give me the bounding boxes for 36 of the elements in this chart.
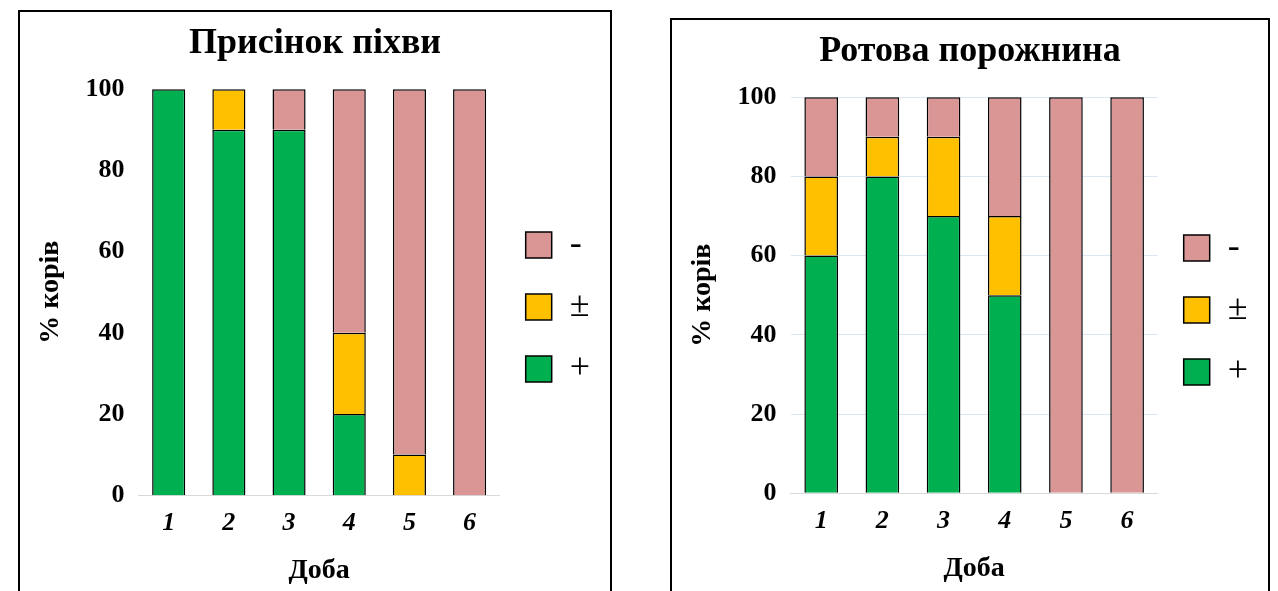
y-tick-label: 40 [750,318,777,348]
legend-label: ± [1227,287,1248,328]
y-tick-label: 0 [763,476,777,506]
x-tick-label: 1 [814,504,828,534]
x-tick-label: 4 [997,504,1012,534]
y-tick-label: 0 [111,478,125,508]
x-axis-title: Доба [943,551,1005,583]
x-tick-label: 2 [221,506,236,536]
y-tick-label: 100 [85,72,125,102]
y-tick-label: 40 [98,316,125,346]
x-tick-label: 6 [463,506,477,536]
x-axis-title: Доба [288,553,350,585]
x-tick-label: 3 [936,504,951,534]
y-tick-label: 80 [98,154,125,184]
legend-label: + [569,346,591,387]
x-tick-label: 5 [1059,504,1073,534]
x-tick-label: 5 [402,506,416,536]
y-tick-label: 60 [750,239,777,269]
x-tick-label: 3 [281,506,296,536]
legend-label: ± [569,284,590,325]
y-axis-title: % корів [685,243,717,347]
chart-title: Присінок піхви [188,20,442,61]
y-tick-label: 80 [750,160,777,190]
y-axis-title: % корів [33,240,65,344]
legend-label: - [1227,225,1240,266]
chart-title: Ротова порожнина [819,28,1121,69]
x-tick-label: 6 [1120,504,1134,534]
y-tick-label: 20 [98,397,125,427]
legend-label: - [569,222,582,263]
y-tick-label: 100 [737,80,777,110]
x-tick-label: 4 [341,506,356,536]
x-tick-label: 1 [162,506,176,536]
y-tick-label: 60 [98,235,125,265]
y-tick-label: 20 [750,397,777,427]
legend-label: + [1227,349,1249,390]
x-tick-label: 2 [874,504,889,534]
